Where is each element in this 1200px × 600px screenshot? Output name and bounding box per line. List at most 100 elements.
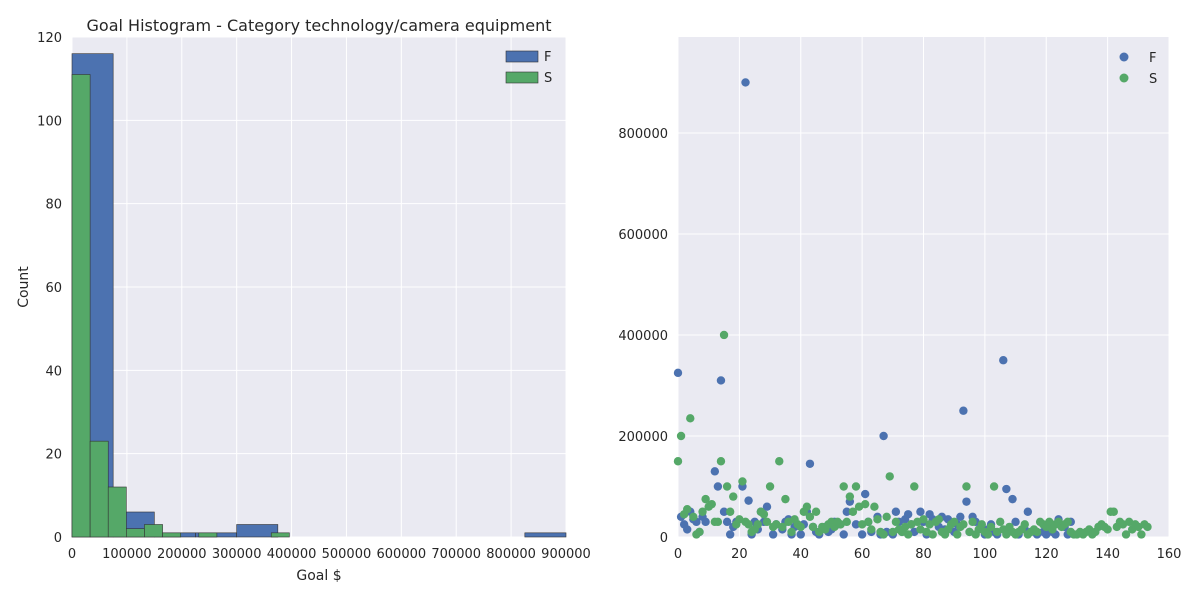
histogram-bar-s — [71, 74, 91, 538]
scatter-point-s — [713, 517, 723, 527]
histogram-legend-label-f: F — [544, 50, 551, 65]
scatter-x-tick-label: 140 — [1095, 547, 1120, 562]
scatter-point-s — [722, 482, 732, 491]
scatter-point-s — [928, 530, 937, 539]
histogram-legend-label-s: S — [544, 71, 552, 86]
scatter-point-f — [683, 525, 692, 534]
scatter-point-s — [986, 522, 996, 532]
scatter-x-tick-label: 100 — [972, 547, 997, 562]
histogram-legend: F S — [505, 50, 552, 86]
scatter-x-tick-label: 60 — [854, 547, 871, 562]
histogram-bars — [71, 53, 567, 538]
scatter-point-s — [738, 477, 747, 486]
scatter-y-tick-labels: 0 200000 400000 600000 800000 — [618, 127, 668, 546]
histogram-bar-s — [270, 532, 290, 538]
scatter-point-s — [839, 482, 848, 491]
scatter-point-s — [765, 482, 775, 491]
histogram-title: Goal Histogram - Category technology/cam… — [87, 16, 552, 35]
scatter-point-s — [689, 512, 698, 521]
histogram-y-tick-label: 120 — [37, 31, 62, 46]
histogram-x-tick-label: 700000 — [431, 547, 481, 562]
scatter-y-tick-label: 200000 — [618, 430, 668, 445]
scatter-point-f — [741, 78, 750, 87]
histogram-y-tick-label: 40 — [45, 364, 62, 379]
histogram-x-axis-label: Goal $ — [296, 568, 341, 584]
histogram-x-tick-labels: 0 100000 200000 300000 400000 500000 600000 700… — [68, 547, 591, 562]
scatter-point-s — [775, 457, 784, 466]
scatter-point-s — [885, 472, 894, 481]
histogram-bar-s — [144, 524, 163, 538]
scatter-point-s — [787, 527, 796, 537]
scatter-point-f — [1008, 494, 1017, 504]
histogram-bar-f — [236, 524, 279, 538]
scatter-point-s — [778, 522, 787, 532]
scatter-point-f — [716, 376, 726, 385]
histogram-y-tick-label: 60 — [45, 281, 62, 296]
scatter-point-f — [719, 507, 729, 516]
scatter-point-s — [870, 502, 879, 511]
scatter-point-s — [701, 494, 710, 504]
histogram-bar-s — [89, 440, 109, 538]
histogram-bar-s — [198, 532, 218, 538]
histogram-x-tick-label: 800000 — [486, 547, 536, 562]
scatter-point-f — [839, 530, 848, 539]
scatter-point-f — [1002, 484, 1011, 494]
scatter-point-s — [983, 530, 993, 539]
histogram-bar-s — [126, 528, 145, 538]
histogram-y-tick-labels: 0 20 40 60 80 100 120 — [37, 31, 62, 546]
scatter-x-tick-labels: 0 20 40 60 80 100 120 140 160 — [674, 547, 1182, 562]
scatter-point-s — [683, 505, 692, 514]
scatter-point-s — [851, 482, 861, 491]
scatter-point-s — [1032, 527, 1042, 537]
scatter-point-f — [959, 406, 968, 415]
scatter-point-s — [725, 507, 735, 516]
scatter-point-f — [710, 467, 720, 476]
scatter-points — [673, 78, 1152, 539]
histogram-y-tick-label: 100 — [37, 114, 62, 129]
scatter-legend-label-f: F — [1149, 51, 1156, 66]
scatter-point-s — [873, 515, 882, 524]
scatter-point-s — [989, 482, 999, 491]
scatter-point-f — [701, 517, 710, 527]
scatter-point-s — [977, 520, 987, 529]
scatter-point-f — [891, 507, 901, 516]
scatter-x-tick-label: 40 — [792, 547, 809, 562]
scatter-x-tick-label: 160 — [1157, 547, 1182, 562]
histogram-y-tick-label: 80 — [45, 198, 62, 213]
scatter-y-tick-label: 800000 — [618, 127, 668, 142]
scatter-point-f — [722, 517, 732, 527]
scatter-x-tick-label: 20 — [731, 547, 748, 562]
scatter-point-f — [999, 356, 1008, 365]
scatter-point-s — [962, 482, 971, 491]
histogram-y-tick-label: 20 — [45, 448, 62, 463]
scatter-point-f — [713, 482, 723, 491]
scatter-point-s — [1103, 525, 1112, 534]
scatter-point-s — [811, 507, 821, 516]
scatter-point-s — [1063, 517, 1072, 527]
scatter-point-f — [916, 507, 925, 516]
scatter-point-s — [953, 530, 962, 539]
scatter-point-s — [808, 522, 818, 532]
scatter-x-tick-label: 0 — [674, 547, 682, 562]
scatter-point-s — [1143, 522, 1152, 532]
histogram-x-tick-label: 100000 — [102, 547, 152, 562]
scatter-point-s — [882, 512, 891, 521]
scatter-point-s — [673, 457, 683, 466]
histogram-x-tick-label: 400000 — [267, 547, 317, 562]
scatter-point-s — [910, 482, 919, 491]
scatter-point-s — [759, 510, 769, 519]
scatter-point-s — [729, 492, 738, 501]
scatter-grid — [677, 37, 1170, 538]
scatter-point-s — [802, 502, 812, 511]
histogram-legend-swatch-s — [505, 71, 539, 84]
scatter-point-s — [949, 517, 959, 527]
scatter-point-s — [716, 457, 726, 466]
scatter-point-f — [725, 530, 735, 539]
scatter-point-s — [891, 517, 901, 527]
scatter-point-f — [768, 530, 778, 539]
scatter-point-f — [1011, 517, 1020, 527]
scatter-point-f — [860, 489, 870, 499]
scatter-point-f — [879, 431, 888, 441]
scatter-point-s — [707, 499, 716, 509]
